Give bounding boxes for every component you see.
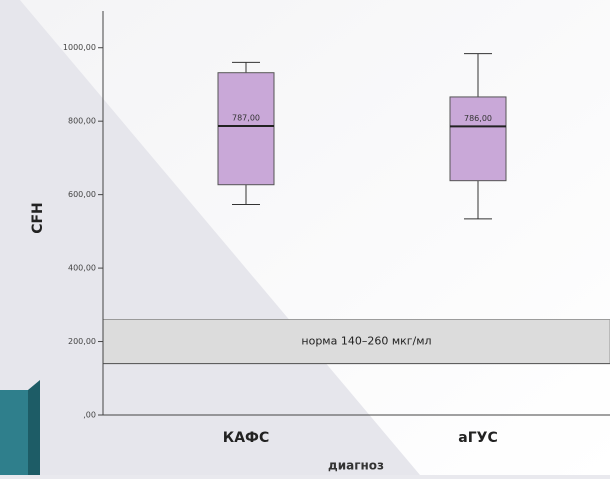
norm-label: норма 140–260 мкг/мл bbox=[301, 335, 431, 348]
y-tick-label: 400,00 bbox=[68, 264, 96, 273]
box bbox=[450, 97, 506, 181]
y-tick-label: ,00 bbox=[83, 411, 96, 420]
decor-block bbox=[0, 390, 28, 475]
median-label: 786,00 bbox=[464, 114, 492, 123]
y-tick-label: 1000,00 bbox=[63, 43, 96, 52]
x-tick-label: КАФС bbox=[223, 430, 269, 446]
median-label: 787,00 bbox=[232, 113, 260, 122]
y-tick-label: 800,00 bbox=[68, 117, 96, 126]
y-axis-label: CFH bbox=[30, 202, 46, 234]
decor-block-side bbox=[28, 380, 40, 475]
y-tick-label: 200,00 bbox=[68, 337, 96, 346]
x-tick-label: аГУС bbox=[458, 430, 497, 446]
box bbox=[218, 73, 274, 185]
chart: CFH диагноз норма 140–260 мкг/мл ,00 200,0… bbox=[0, 0, 610, 475]
y-tick-label: 600,00 bbox=[68, 190, 96, 199]
x-axis-label: диагноз bbox=[328, 459, 384, 473]
